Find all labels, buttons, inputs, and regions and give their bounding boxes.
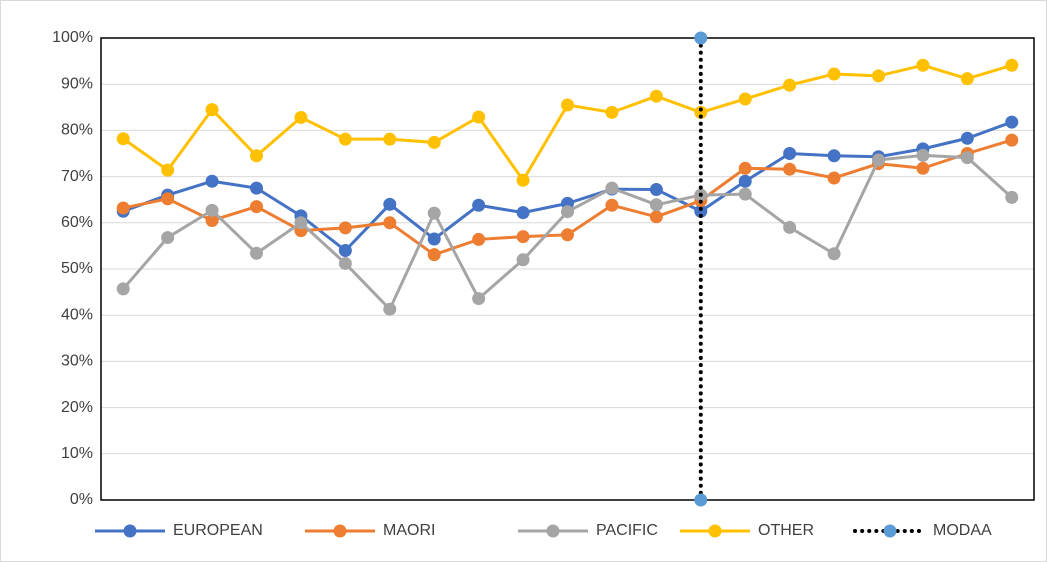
data-point bbox=[1005, 115, 1019, 129]
data-point bbox=[161, 192, 175, 206]
data-point bbox=[694, 31, 708, 45]
data-point bbox=[338, 221, 352, 235]
data-point bbox=[516, 173, 530, 187]
legend-label: EUROPEAN bbox=[173, 522, 263, 539]
data-point bbox=[605, 181, 619, 195]
data-point bbox=[383, 216, 397, 230]
data-point bbox=[516, 253, 530, 267]
legend-label: MAORI bbox=[383, 522, 435, 539]
data-point bbox=[1005, 58, 1019, 72]
y-tick-label: 0% bbox=[70, 491, 93, 508]
data-point bbox=[205, 103, 219, 117]
data-point bbox=[338, 132, 352, 146]
data-point bbox=[649, 210, 663, 224]
data-point bbox=[294, 110, 308, 124]
data-point bbox=[694, 105, 708, 119]
data-point bbox=[472, 110, 486, 124]
data-point bbox=[783, 78, 797, 92]
data-point bbox=[161, 231, 175, 245]
data-point bbox=[649, 89, 663, 103]
data-point bbox=[427, 135, 441, 149]
y-tick-label: 10% bbox=[61, 445, 93, 462]
data-point bbox=[383, 132, 397, 146]
data-point bbox=[916, 58, 930, 72]
data-point bbox=[605, 105, 619, 119]
data-point bbox=[960, 72, 974, 86]
data-point bbox=[561, 228, 574, 242]
y-tick-label: 30% bbox=[61, 353, 93, 370]
data-point bbox=[738, 92, 752, 106]
data-point bbox=[338, 256, 352, 270]
data-point bbox=[161, 163, 175, 177]
y-tick-label: 100% bbox=[52, 29, 93, 46]
data-point bbox=[250, 181, 263, 195]
data-point bbox=[427, 248, 441, 262]
data-point bbox=[872, 69, 885, 83]
data-point bbox=[827, 149, 841, 163]
data-point bbox=[427, 206, 441, 220]
data-point bbox=[472, 232, 486, 246]
data-point bbox=[649, 183, 663, 197]
data-point bbox=[738, 187, 752, 201]
legend-marker bbox=[546, 524, 560, 538]
data-point bbox=[960, 131, 974, 145]
data-point bbox=[205, 203, 219, 217]
data-point bbox=[427, 232, 441, 246]
legend-label: OTHER bbox=[758, 522, 814, 539]
legend-label: MODAA bbox=[933, 522, 992, 539]
data-point bbox=[916, 148, 930, 162]
data-point bbox=[383, 302, 397, 316]
legend-label: PACIFIC bbox=[596, 522, 658, 539]
data-point bbox=[472, 292, 486, 306]
data-point bbox=[383, 197, 397, 211]
data-point bbox=[916, 161, 930, 175]
data-point bbox=[1005, 133, 1019, 147]
y-tick-label: 20% bbox=[61, 399, 93, 416]
data-point bbox=[561, 98, 574, 112]
data-point bbox=[516, 230, 530, 244]
data-point bbox=[116, 282, 130, 296]
legend-marker bbox=[333, 524, 347, 538]
data-point bbox=[960, 151, 974, 165]
data-point bbox=[605, 198, 619, 212]
data-point bbox=[649, 198, 663, 212]
y-tick-label: 90% bbox=[61, 75, 93, 92]
data-point bbox=[738, 161, 752, 175]
y-tick-label: 50% bbox=[61, 260, 93, 277]
legend-marker bbox=[883, 524, 897, 538]
data-point bbox=[205, 174, 219, 188]
data-point bbox=[116, 201, 130, 215]
data-point bbox=[783, 162, 797, 176]
data-point bbox=[472, 198, 486, 212]
data-point bbox=[250, 200, 263, 214]
data-point bbox=[250, 246, 263, 260]
data-point bbox=[516, 206, 530, 220]
plot-area bbox=[100, 37, 1035, 501]
data-point bbox=[827, 171, 841, 185]
data-point bbox=[116, 132, 130, 146]
data-point bbox=[250, 149, 263, 163]
data-point bbox=[694, 204, 708, 218]
data-point bbox=[872, 153, 885, 167]
data-point bbox=[738, 174, 752, 188]
y-tick-label: 70% bbox=[61, 168, 93, 185]
data-point bbox=[827, 247, 841, 261]
data-point bbox=[827, 67, 841, 81]
data-point bbox=[783, 147, 797, 160]
data-point bbox=[1005, 190, 1019, 204]
data-point bbox=[561, 205, 574, 219]
data-point bbox=[694, 493, 708, 507]
data-point bbox=[783, 220, 797, 234]
legend-marker bbox=[708, 524, 722, 538]
y-tick-label: 40% bbox=[61, 306, 93, 323]
data-point bbox=[205, 213, 219, 227]
y-tick-label: 60% bbox=[61, 214, 93, 231]
legend-marker bbox=[123, 524, 137, 538]
data-point bbox=[338, 244, 352, 258]
y-tick-label: 80% bbox=[61, 122, 93, 139]
data-point bbox=[294, 216, 308, 230]
